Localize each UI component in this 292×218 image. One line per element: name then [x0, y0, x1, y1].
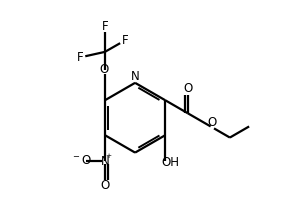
Text: $^+$: $^+$ — [104, 153, 113, 164]
Text: F: F — [102, 20, 108, 33]
Text: O: O — [99, 63, 108, 76]
Text: O: O — [100, 179, 110, 192]
Text: O: O — [183, 82, 193, 95]
Text: OH: OH — [162, 156, 180, 169]
Text: N: N — [131, 70, 140, 83]
Text: F: F — [77, 51, 84, 64]
Text: F: F — [122, 34, 128, 48]
Text: $^-$O: $^-$O — [71, 154, 92, 167]
Text: O: O — [207, 116, 216, 129]
Text: N: N — [101, 155, 110, 168]
